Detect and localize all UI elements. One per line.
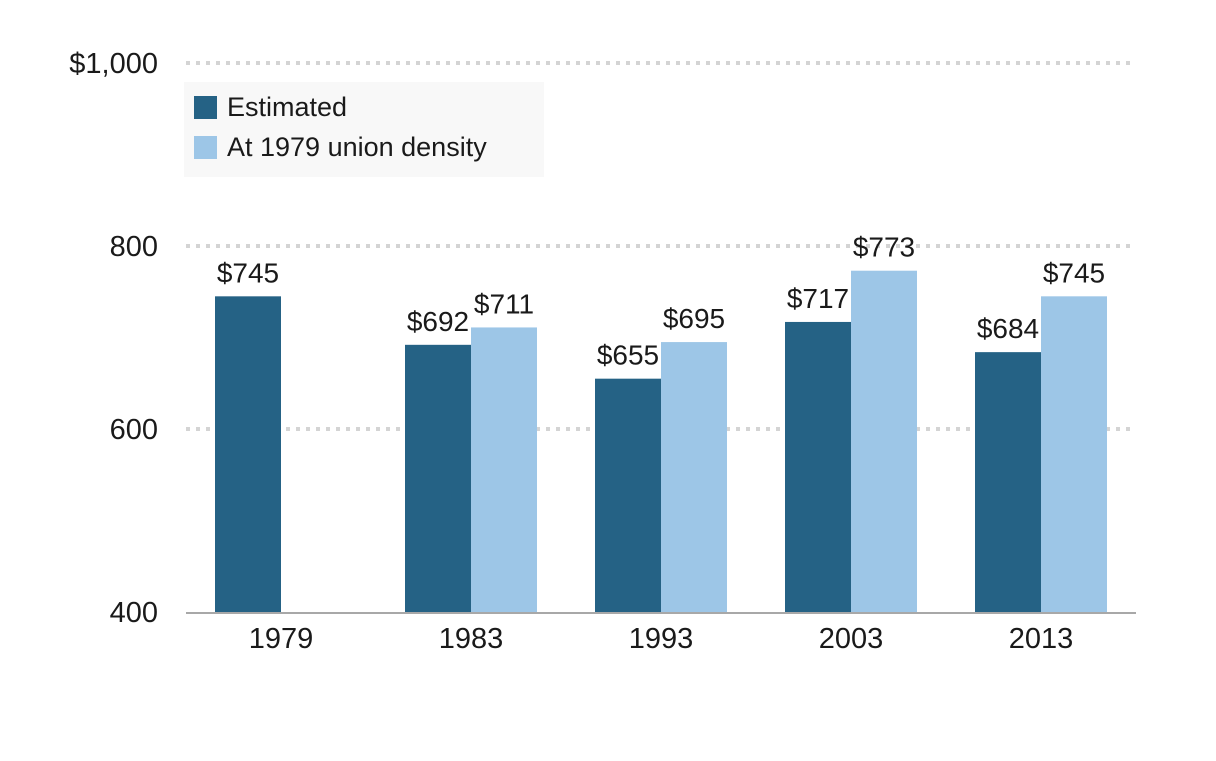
bar-estimated — [595, 378, 661, 612]
bar-1979-density — [661, 342, 727, 612]
data-label: $745 — [217, 257, 279, 288]
bar-1979-density — [1041, 296, 1107, 612]
bar-1979-density — [471, 327, 537, 612]
y-tick-label: 400 — [110, 597, 158, 629]
x-tick-label: 1979 — [249, 623, 314, 655]
data-label: $773 — [853, 232, 915, 263]
legend-label-1979-density: At 1979 union density — [227, 132, 487, 162]
bar-estimated — [975, 352, 1041, 612]
bar-estimated — [785, 321, 851, 612]
data-label: $692 — [407, 306, 469, 337]
legend-item-estimated: Estimated — [194, 92, 347, 123]
data-label: $711 — [474, 288, 534, 319]
data-label: $717 — [787, 283, 849, 314]
y-tick-label: $1,000 — [69, 48, 158, 80]
x-tick-label: 2003 — [819, 623, 884, 655]
x-tick-label: 1983 — [439, 623, 504, 655]
y-tick-label: 800 — [110, 231, 158, 263]
legend: Estimated At 1979 union density — [184, 82, 544, 177]
data-label: $684 — [977, 313, 1039, 344]
x-tick-label: 1993 — [629, 623, 694, 655]
x-tick-label: 2013 — [1009, 623, 1074, 655]
data-label: $655 — [597, 340, 659, 371]
data-label: $745 — [1043, 257, 1105, 288]
y-tick-label: 600 — [110, 414, 158, 446]
bar-1979-density — [851, 270, 917, 612]
legend-label-estimated: Estimated — [227, 92, 348, 122]
legend-swatch-estimated — [194, 96, 217, 119]
legend-item-1979-density: At 1979 union density — [194, 132, 487, 163]
bar-estimated — [215, 296, 281, 612]
bar-estimated — [405, 344, 471, 612]
data-label: $695 — [663, 303, 725, 334]
legend-swatch-1979-density — [194, 136, 217, 159]
